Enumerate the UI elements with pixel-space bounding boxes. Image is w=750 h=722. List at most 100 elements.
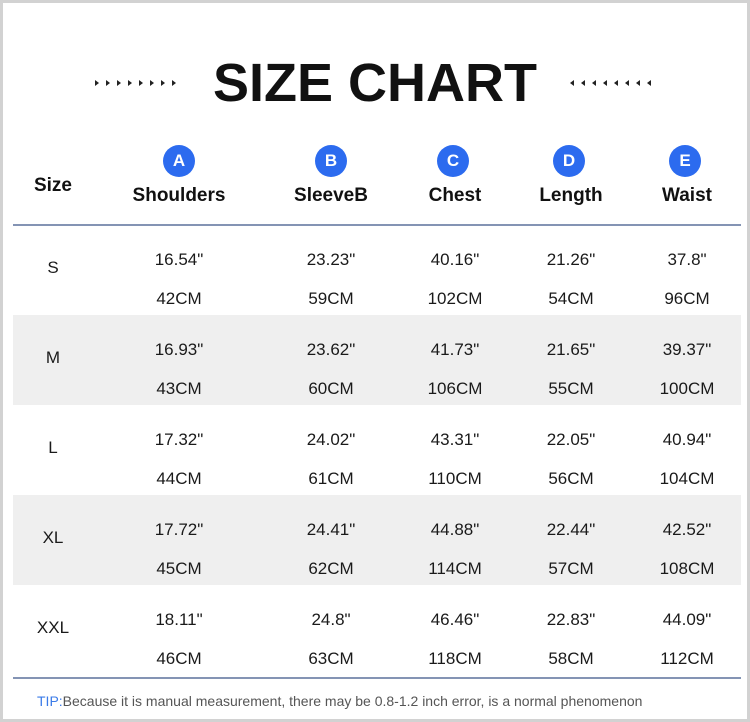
tip-note: TIP:Because it is manual measurement, th… xyxy=(37,693,642,709)
right-arrows-decoration xyxy=(566,79,656,87)
waist-inch: 39.37" xyxy=(662,340,712,359)
arrow-tick xyxy=(636,80,640,86)
arrow-tick xyxy=(95,80,99,86)
badge-d: D xyxy=(553,145,585,177)
waist-cm: 108CM xyxy=(659,559,715,578)
left-arrows-decoration xyxy=(91,79,181,87)
table-row-xxl: XXL 18.11" 46CM 24.8" 63CM 46.46" 118CM … xyxy=(13,585,741,675)
chest-cm: 106CM xyxy=(427,379,483,398)
arrow-tick xyxy=(139,80,143,86)
length-inch: 21.26" xyxy=(546,250,596,269)
arrow-tick xyxy=(625,80,629,86)
arrow-tick xyxy=(161,80,165,86)
length-cm: 57CM xyxy=(548,559,594,578)
badge-a: A xyxy=(163,145,195,177)
chest-cm: 114CM xyxy=(428,559,482,578)
column-label: SleeveB xyxy=(294,185,368,206)
column-header-waist: E Waist xyxy=(637,145,737,215)
waist-cm: 112CM xyxy=(660,649,714,668)
column-header-shoulders: A Shoulders xyxy=(129,145,229,215)
length-inch: 21.65" xyxy=(546,340,596,359)
size-label: S xyxy=(47,258,59,277)
arrow-tick xyxy=(106,80,110,86)
size-label: XXL xyxy=(36,618,70,637)
chest-inch: 40.16" xyxy=(430,250,480,269)
sleeve-inch: 24.41" xyxy=(306,520,356,539)
column-label: Shoulders xyxy=(132,185,226,206)
column-header-sleeve: B SleeveB xyxy=(281,145,381,215)
length-inch: 22.05" xyxy=(546,430,596,449)
column-label: Length xyxy=(539,185,603,206)
chest-inch: 46.46" xyxy=(430,610,480,629)
size-label: M xyxy=(45,348,61,367)
sleeve-inch: 23.23" xyxy=(306,250,356,269)
waist-inch: 37.8" xyxy=(667,250,707,269)
table-row-l: L 17.32" 44CM 24.02" 61CM 43.31" 110CM 2… xyxy=(13,405,741,495)
arrow-tick xyxy=(570,80,574,86)
shoulders-inch: 16.54" xyxy=(154,250,204,269)
shoulders-cm: 44CM xyxy=(156,469,202,488)
chest-inch: 44.88" xyxy=(430,520,480,539)
shoulders-inch: 17.32" xyxy=(154,430,204,449)
waist-cm: 100CM xyxy=(659,379,715,398)
chest-cm: 102CM xyxy=(427,289,483,308)
sleeve-cm: 60CM xyxy=(308,379,354,398)
arrow-tick xyxy=(581,80,585,86)
header-divider xyxy=(13,224,741,226)
page-title: SIZE CHART xyxy=(213,53,537,113)
sleeve-cm: 59CM xyxy=(308,289,354,308)
length-inch: 22.44" xyxy=(546,520,596,539)
tip-text: Because it is manual measurement, there … xyxy=(62,693,643,709)
badge-e: E xyxy=(669,145,701,177)
footer-divider xyxy=(13,677,741,679)
arrow-tick xyxy=(614,80,618,86)
size-column-header: Size xyxy=(33,175,73,196)
length-cm: 58CM xyxy=(548,649,594,668)
shoulders-cm: 43CM xyxy=(156,379,202,398)
column-header-length: D Length xyxy=(521,145,621,215)
table-row-xl: XL 17.72" 45CM 24.41" 62CM 44.88" 114CM … xyxy=(13,495,741,585)
arrow-tick xyxy=(128,80,132,86)
column-label: Chest xyxy=(428,185,482,206)
column-header-chest: C Chest xyxy=(405,145,505,215)
length-inch: 22.83" xyxy=(546,610,596,629)
length-cm: 56CM xyxy=(548,469,594,488)
title-row: SIZE CHART xyxy=(3,51,747,115)
chest-inch: 41.73" xyxy=(430,340,480,359)
chest-inch: 43.31" xyxy=(430,430,480,449)
waist-cm: 96CM xyxy=(664,289,710,308)
waist-inch: 42.52" xyxy=(662,520,712,539)
shoulders-inch: 18.11" xyxy=(155,610,203,629)
length-cm: 55CM xyxy=(548,379,594,398)
arrow-tick xyxy=(647,80,651,86)
table-row-m: M 16.93" 43CM 23.62" 60CM 41.73" 106CM 2… xyxy=(13,315,741,405)
waist-inch: 44.09" xyxy=(662,610,712,629)
shoulders-cm: 45CM xyxy=(156,559,202,578)
badge-c: C xyxy=(437,145,469,177)
sleeve-cm: 61CM xyxy=(308,469,354,488)
tip-key: TIP: xyxy=(37,693,63,709)
sleeve-cm: 62CM xyxy=(308,559,354,578)
table-row-s: S 16.54" 42CM 23.23" 59CM 40.16" 102CM 2… xyxy=(13,225,741,315)
badge-b: B xyxy=(315,145,347,177)
sleeve-cm: 63CM xyxy=(308,649,354,668)
arrow-tick xyxy=(150,80,154,86)
size-label: XL xyxy=(42,528,64,547)
shoulders-inch: 17.72" xyxy=(154,520,204,539)
sleeve-inch: 23.62" xyxy=(306,340,356,359)
waist-inch: 40.94" xyxy=(662,430,712,449)
sleeve-inch: 24.8" xyxy=(311,610,351,629)
arrow-tick xyxy=(603,80,607,86)
column-label: Waist xyxy=(662,185,712,206)
chest-cm: 118CM xyxy=(428,649,482,668)
size-label: L xyxy=(48,438,58,457)
sleeve-inch: 24.02" xyxy=(306,430,356,449)
shoulders-cm: 42CM xyxy=(156,289,202,308)
chest-cm: 110CM xyxy=(428,469,482,488)
shoulders-inch: 16.93" xyxy=(154,340,204,359)
shoulders-cm: 46CM xyxy=(156,649,202,668)
length-cm: 54CM xyxy=(548,289,594,308)
waist-cm: 104CM xyxy=(659,469,715,488)
arrow-tick xyxy=(172,80,176,86)
